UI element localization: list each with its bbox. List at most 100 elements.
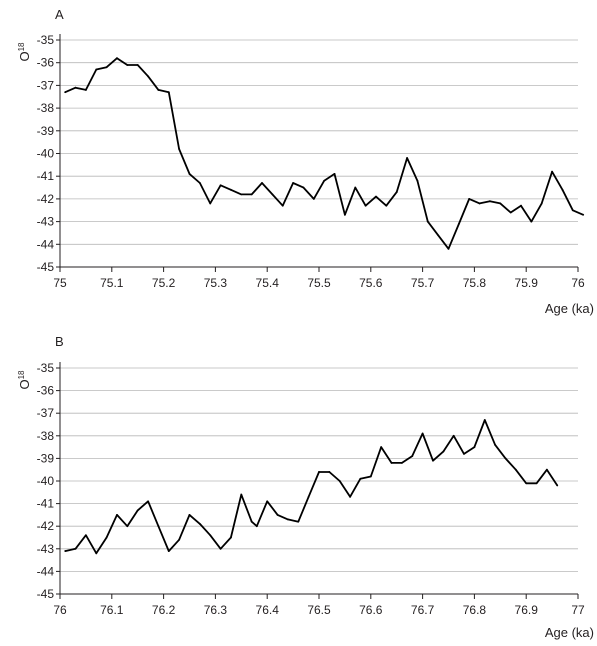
data-point: [297, 520, 300, 523]
x-tick-label: 75.9: [515, 276, 539, 290]
data-point: [105, 66, 108, 69]
data-point: [452, 434, 455, 437]
data-point: [198, 182, 201, 184]
data-point: [95, 68, 98, 71]
data-point: [307, 495, 310, 498]
data-point: [421, 432, 424, 435]
data-point: [302, 186, 305, 189]
data-point: [514, 468, 517, 471]
data-point: [473, 446, 476, 448]
x-tick-label: 76.2: [152, 603, 176, 617]
x-tick-label: 76: [53, 603, 67, 617]
y-tick-label: -42: [37, 192, 55, 206]
data-point: [74, 86, 77, 89]
data-point: [266, 500, 269, 503]
data-point: [390, 462, 393, 464]
y-tick-label: -39: [37, 124, 55, 138]
data-point: [395, 191, 398, 193]
data-point: [74, 547, 77, 550]
y-tick-label: -41: [37, 497, 55, 511]
y-tick-label: -39: [37, 451, 55, 465]
x-tick-label: 75.2: [152, 276, 176, 290]
data-point: [463, 452, 465, 455]
x-tick-label: 76.6: [359, 603, 383, 617]
data-point: [250, 193, 253, 196]
data-point: [116, 514, 118, 516]
y-tick-label: -37: [37, 78, 55, 92]
data-point: [546, 468, 548, 471]
x-tick-label: 76.1: [100, 603, 124, 617]
data-point: [157, 525, 160, 528]
x-axis-title: Age (ka): [545, 301, 594, 316]
y-tick-label: -45: [37, 260, 55, 274]
data-point: [369, 475, 372, 478]
y-axis-title: O18: [17, 42, 32, 62]
data-point: [188, 514, 191, 516]
data-point: [530, 220, 533, 223]
series-line: [65, 419, 559, 555]
data-point: [344, 213, 346, 216]
data-point: [525, 482, 528, 485]
data-point: [457, 222, 460, 225]
y-tick-label: -37: [37, 406, 55, 420]
data-point: [385, 204, 388, 207]
x-tick-label: 76.9: [515, 603, 539, 617]
data-point: [147, 500, 149, 503]
data-point: [551, 170, 553, 173]
data-point: [478, 202, 481, 205]
data-point: [561, 188, 564, 191]
y-tick-label: -44: [37, 237, 55, 251]
data-point: [219, 547, 222, 550]
data-point: [312, 198, 315, 200]
data-point: [95, 552, 98, 555]
data-point: [250, 520, 253, 523]
panel-label: B: [55, 334, 64, 349]
y-tick-label: -45: [37, 587, 55, 601]
data-point: [359, 477, 362, 480]
y-axis-title-main: O: [17, 379, 32, 389]
panel-b: -35 -36 -37 -38 -39 -40 -41 -42 -43 -44 -45 76 76.1 7…: [17, 334, 594, 640]
data-point: [571, 209, 574, 212]
data-point: [489, 200, 491, 203]
y-tick-label: -40: [37, 474, 55, 488]
data-point: [483, 419, 486, 421]
data-point: [509, 211, 512, 214]
data-point: [167, 91, 170, 94]
data-point: [178, 148, 181, 150]
data-point: [126, 64, 129, 66]
data-point: [136, 64, 139, 66]
y-tick-label: -35: [37, 33, 55, 47]
data-point: [287, 518, 289, 521]
data-point: [318, 471, 320, 473]
data-point: [64, 91, 67, 94]
data-point: [354, 186, 357, 189]
y-tick-label: -44: [37, 564, 55, 578]
data-point: [219, 184, 222, 187]
y-tick-label: -40: [37, 147, 55, 161]
data-point: [426, 220, 429, 223]
data-point: [540, 202, 543, 205]
x-tick-label: 75.1: [100, 276, 124, 290]
x-tick-label: 75.5: [307, 276, 331, 290]
y-tick-label: -38: [37, 101, 55, 115]
data-point: [468, 198, 471, 200]
panel-label: A: [55, 7, 64, 22]
data-point: [442, 450, 445, 453]
data-point: [520, 204, 522, 207]
y-tick-label: -38: [37, 429, 55, 443]
data-point: [447, 247, 450, 250]
x-tick-label: 76.3: [204, 603, 228, 617]
data-point: [198, 523, 201, 525]
data-point: [240, 193, 243, 196]
x-tick-label: 75: [53, 276, 67, 290]
y-tick-label: -42: [37, 519, 55, 533]
data-point: [255, 525, 258, 528]
data-point: [271, 193, 274, 196]
data-point: [85, 89, 87, 91]
data-point: [432, 459, 434, 462]
data-point: [85, 534, 87, 537]
y-tick-label: -41: [37, 169, 55, 183]
x-tick-label: 75.4: [256, 276, 280, 290]
x-axis-title: Age (ka): [545, 625, 594, 640]
data-point: [437, 234, 440, 237]
